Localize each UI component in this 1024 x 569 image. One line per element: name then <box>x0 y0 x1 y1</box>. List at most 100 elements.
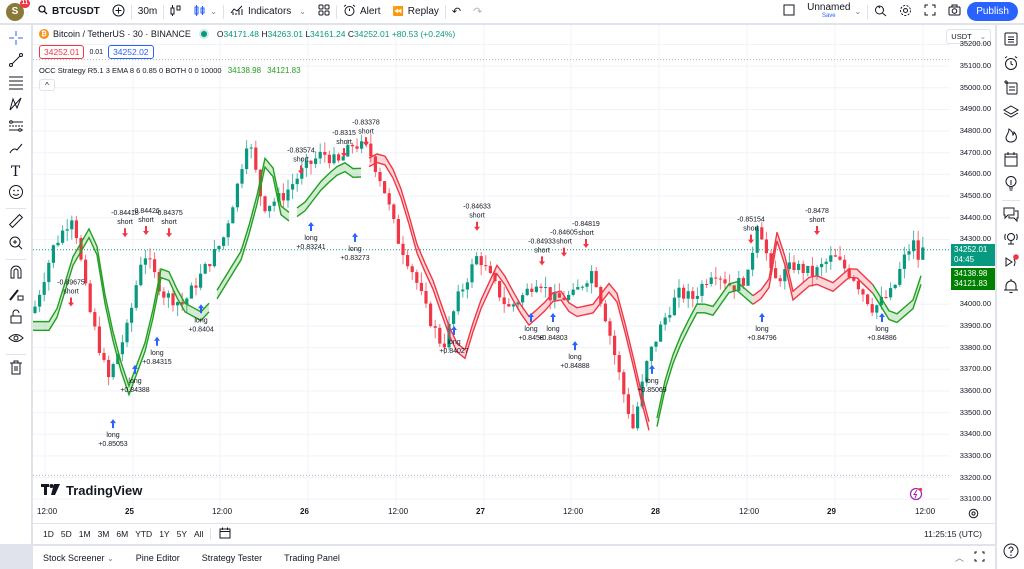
symbol-title[interactable]: Bitcoin / TetherUS · 30 · BINANCE <box>53 29 191 39</box>
help-button[interactable] <box>1000 541 1022 565</box>
alerts-button[interactable] <box>1000 53 1022 77</box>
snapshot-button[interactable] <box>942 0 967 24</box>
chart-settings-button[interactable] <box>968 506 979 524</box>
chart-plot-area[interactable]: -0.89675 short long +0.85053 -0.84418 short lo… <box>33 25 950 510</box>
short-entry-marker[interactable]: -0.84375 short <box>155 210 183 238</box>
multi-layout-button[interactable] <box>777 0 801 24</box>
short-entry-marker[interactable]: -0.85154 short <box>737 217 765 244</box>
alert-button[interactable]: Alert <box>337 0 387 24</box>
range-ytd[interactable]: YTD <box>135 529 153 539</box>
tab-strategy-tester[interactable]: Strategy Tester <box>201 552 263 563</box>
strategy-legend[interactable]: OCC Strategy R5.1 3 EMA 8 6 0.85 0 BOTH … <box>39 66 301 75</box>
forecast-tool[interactable] <box>4 117 28 139</box>
short-entry-marker[interactable]: -0.84418 short <box>111 210 139 238</box>
go-to-date-button[interactable] <box>219 527 231 541</box>
price-axis[interactable]: USDT ⌄ 35200.00 35100.00 35000.00 34900.00 3… <box>946 25 995 510</box>
chats-button[interactable] <box>1000 204 1022 228</box>
long-entry-marker[interactable]: long +0.84886 <box>867 312 897 342</box>
utc-clock[interactable]: 11:25:15 (UTC) <box>924 529 982 539</box>
data-window-button[interactable] <box>1000 77 1022 101</box>
pattern-tool[interactable] <box>4 95 28 117</box>
lock-all-tool[interactable] <box>4 307 28 329</box>
ideas-button[interactable] <box>1000 173 1022 197</box>
save-link[interactable]: Save <box>821 12 836 19</box>
notifications-feed-button[interactable] <box>1000 252 1022 276</box>
long-entry-marker[interactable]: long +0.84027 <box>439 325 469 355</box>
zoom-in-tool[interactable] <box>4 234 28 256</box>
long-entry-marker[interactable]: long +0.85069 <box>637 364 667 394</box>
range-all[interactable]: All <box>194 529 204 539</box>
fib-tool[interactable] <box>4 73 28 95</box>
emoji-tool[interactable] <box>4 183 28 205</box>
range-5y[interactable]: 5Y <box>176 529 187 539</box>
range-5d[interactable]: 5D <box>60 529 72 539</box>
tab-trading-panel[interactable]: Trading Panel <box>284 552 340 563</box>
long-entry-marker[interactable]: long +0.8404 <box>188 304 214 333</box>
range-1m[interactable]: 1M <box>78 529 91 539</box>
interval-button[interactable]: 30m <box>132 0 163 24</box>
magnet-tool[interactable] <box>4 263 28 285</box>
short-entry-marker[interactable]: -0.84933 short <box>528 238 556 266</box>
currency-selector[interactable]: USDT ⌄ <box>946 29 991 44</box>
short-entry-marker[interactable]: -0.84633 short <box>463 204 491 231</box>
chevron-down-icon[interactable]: ⌄ <box>299 7 306 16</box>
short-entry-marker[interactable]: -0.89675 short <box>57 279 85 307</box>
range-6m[interactable]: 6M <box>116 529 129 539</box>
long-entry-marker[interactable]: long +0.85053 <box>98 419 128 448</box>
time-axis[interactable]: 12:00 25 12:00 26 12:00 27 12:00 28 12:00 29 12:00 <box>33 503 950 523</box>
lock-drawings-tool[interactable] <box>4 285 28 307</box>
hide-drawings-tool[interactable] <box>4 329 28 351</box>
settings-button[interactable] <box>893 0 918 24</box>
buy-button[interactable]: 34252.02 <box>108 45 154 59</box>
short-entry-marker[interactable]: -0.84819 short <box>572 221 600 249</box>
long-entry-marker[interactable]: long +0.83273 <box>340 232 370 262</box>
short-entry-marker[interactable]: -0.84426 short <box>132 208 160 236</box>
symbol-search-button[interactable]: BTCUSDT <box>32 0 106 24</box>
long-entry-marker[interactable]: long +0.84888 <box>560 341 590 370</box>
tradingview-alerts-button[interactable] <box>909 487 923 506</box>
remove-drawings-tool[interactable] <box>4 358 28 380</box>
long-entry-marker[interactable]: long +0.84388 <box>120 364 150 394</box>
tradingview-logo[interactable]: TradingView <box>41 483 142 498</box>
layouts-button[interactable] <box>312 0 336 24</box>
short-entry-marker[interactable]: -0.84605 short <box>550 230 578 257</box>
long-entry-marker[interactable]: long +0.8458 <box>518 312 544 342</box>
short-entry-marker[interactable]: -0.83574 short <box>287 147 315 175</box>
layout-name-button[interactable]: Unnamed Save ⌄ <box>801 0 867 24</box>
tab-pine-editor[interactable]: Pine Editor <box>135 552 180 563</box>
redo-button[interactable]: ↷ <box>467 0 488 24</box>
undo-button[interactable]: ↶ <box>446 0 467 24</box>
replay-button[interactable]: ⏪ Replay <box>387 0 445 24</box>
sell-button[interactable]: 34252.01 <box>39 45 85 59</box>
object-tree-button[interactable] <box>1000 101 1022 125</box>
maximize-panel-button[interactable] <box>974 551 985 564</box>
quick-search-button[interactable] <box>868 0 893 24</box>
crosshair-tool[interactable] <box>4 29 28 51</box>
chevron-down-icon[interactable]: ⌄ <box>854 7 862 16</box>
bar-style-button[interactable] <box>164 0 188 24</box>
user-avatar[interactable]: S 11 <box>6 0 30 21</box>
short-entry-marker[interactable]: -0.8315 short <box>332 130 356 158</box>
watchlist-button[interactable] <box>1000 29 1022 53</box>
expand-panel-button[interactable]: ︿ <box>955 551 964 564</box>
text-tool[interactable]: T <box>4 161 28 183</box>
long-entry-marker[interactable]: long +0.83241 <box>296 222 326 251</box>
collapse-legend-button[interactable]: ^ <box>39 79 55 91</box>
hotlists-button[interactable] <box>1000 125 1022 149</box>
candles-style-button[interactable]: ⌄ <box>188 0 223 24</box>
tab-stock-screener[interactable]: Stock Screener ⌄ <box>43 553 114 563</box>
short-entry-marker[interactable]: -0.8478 short <box>805 208 829 236</box>
publish-button[interactable]: Publish <box>967 2 1018 21</box>
range-1d[interactable]: 1D <box>43 529 54 539</box>
price-alerts-button[interactable] <box>1000 276 1022 300</box>
indicators-button[interactable]: Indicators ⌄ <box>224 0 312 24</box>
long-entry-marker[interactable]: long +0.84796 <box>747 312 777 342</box>
streams-button[interactable] <box>1000 228 1022 252</box>
short-entry-marker[interactable]: -0.83378 short <box>352 119 380 147</box>
chevron-down-icon[interactable]: ⌄ <box>210 7 217 16</box>
brush-tool[interactable] <box>4 139 28 161</box>
range-3m[interactable]: 3M <box>97 529 110 539</box>
range-1y[interactable]: 1Y <box>159 529 170 539</box>
long-entry-marker[interactable]: long +0.84803 <box>538 312 568 342</box>
